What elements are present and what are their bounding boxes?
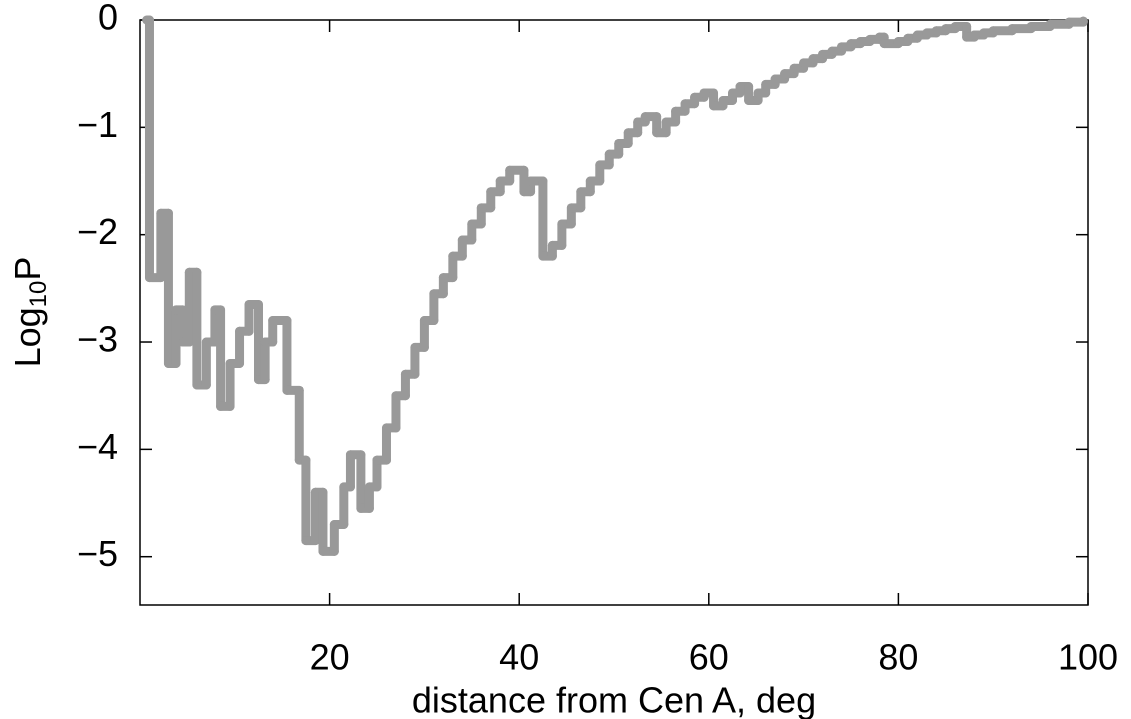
y-tick-label: −3: [77, 319, 118, 360]
x-tick-label: 60: [689, 637, 729, 678]
y-axis-label: Log10P: [7, 257, 53, 368]
x-axis-label: distance from Cen A, deg: [412, 680, 816, 719]
y-tick-label: −4: [77, 426, 118, 467]
y-tick-label: −5: [77, 533, 118, 574]
y-label-end: P: [7, 257, 48, 281]
x-tick-label: 40: [499, 637, 539, 678]
x-tick-label: 80: [878, 637, 918, 678]
y-tick-label: −2: [77, 211, 118, 252]
plot-frame: [139, 19, 1089, 606]
y-tick-label: −1: [77, 104, 118, 145]
y-label-sub: 10: [25, 281, 52, 308]
y-label-main: Log: [7, 307, 48, 367]
x-tick-label: 20: [310, 637, 350, 678]
y-tick-label: 0: [98, 0, 118, 38]
x-tick-label: 100: [1058, 637, 1118, 678]
